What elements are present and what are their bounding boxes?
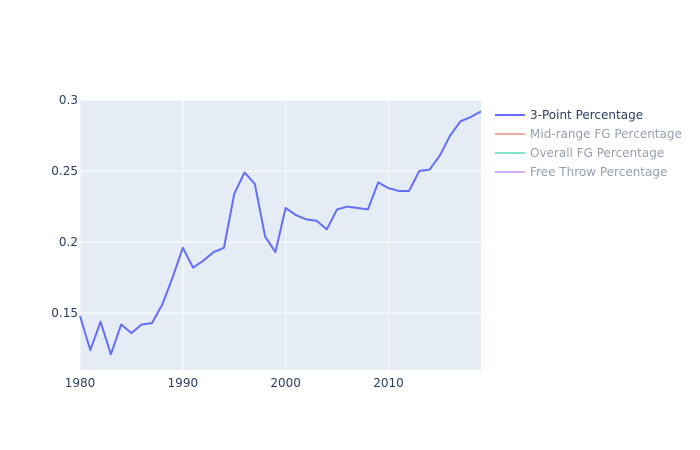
legend-item[interactable]: Overall FG Percentage: [495, 146, 664, 160]
x-tick-label: 2010: [373, 376, 404, 390]
y-tick-label: 0.2: [59, 235, 78, 249]
legend-label: Free Throw Percentage: [530, 165, 667, 179]
y-tick-label: 0.15: [51, 306, 78, 320]
legend-item[interactable]: 3-Point Percentage: [495, 108, 643, 122]
x-tick-label: 1990: [168, 376, 199, 390]
x-tick-label: 1980: [65, 376, 96, 390]
legend-label: Mid-range FG Percentage: [530, 127, 682, 141]
y-axis-ticks: 0.15 0.2 0.25 0.3: [51, 93, 78, 320]
series-line: [79, 110, 482, 356]
series-lines: [79, 110, 482, 356]
legend-item[interactable]: Free Throw Percentage: [495, 165, 667, 179]
legend-label: 3-Point Percentage: [530, 108, 643, 122]
y-tick-label: 0.25: [51, 164, 78, 178]
legend[interactable]: 3-Point Percentage Mid-range FG Percentag…: [495, 108, 682, 179]
x-axis-ticks: 1980 1990 2000 2010: [65, 376, 404, 390]
plot-background: [80, 100, 481, 370]
x-tick-label: 2000: [270, 376, 301, 390]
legend-label: Overall FG Percentage: [530, 146, 664, 160]
y-tick-label: 0.3: [59, 93, 78, 107]
legend-item[interactable]: Mid-range FG Percentage: [495, 127, 682, 141]
gridlines: [79, 99, 481, 370]
